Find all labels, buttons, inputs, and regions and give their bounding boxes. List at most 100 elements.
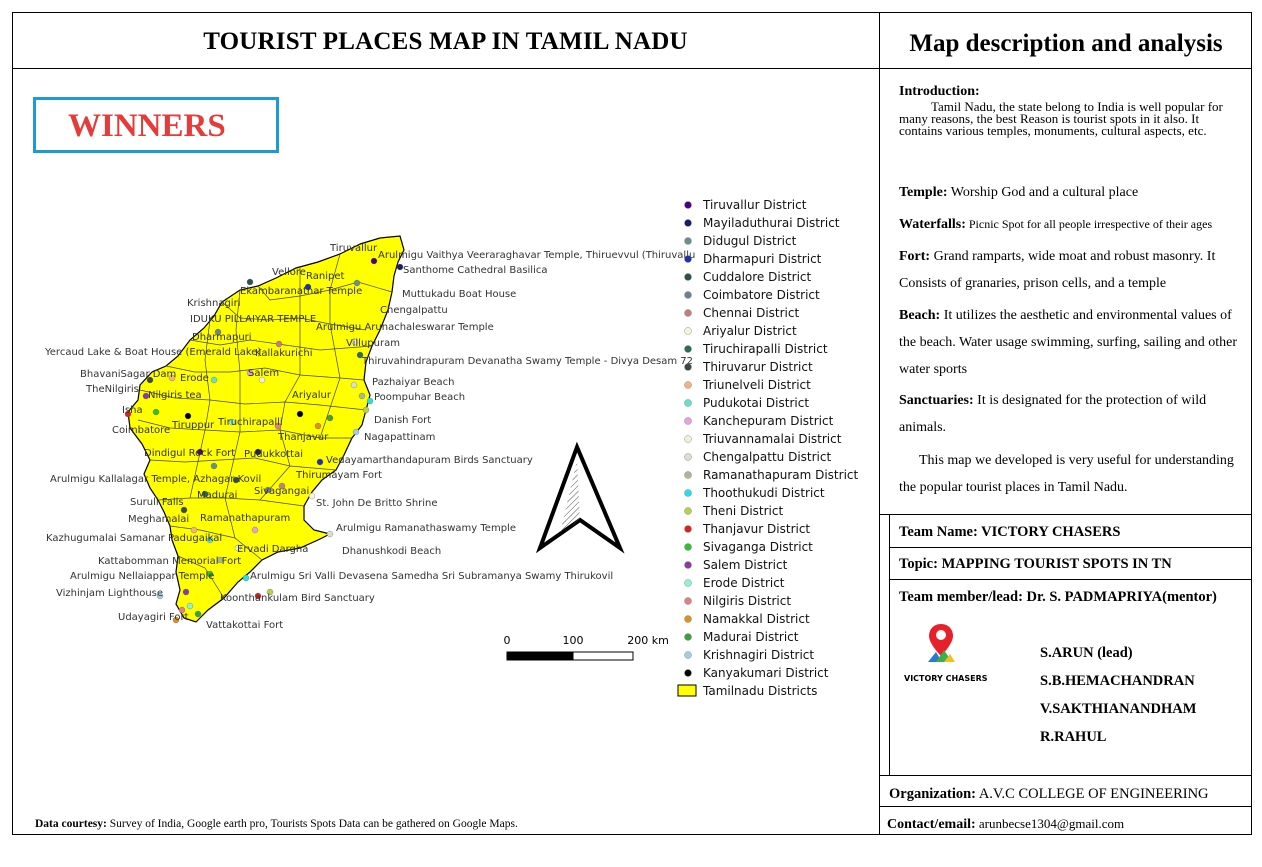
north-arrow-icon — [535, 441, 625, 554]
legend-swatch — [677, 684, 697, 697]
legend-label: Dharmapuri District — [703, 252, 822, 266]
legend-swatch — [684, 399, 692, 407]
place-marker — [216, 556, 224, 564]
legend-label: Thiruvarur District — [702, 360, 813, 374]
legend-label: Namakkal District — [703, 612, 810, 626]
contact-email: arunbecse1304@gmail.com — [975, 816, 1125, 831]
legend-swatch — [684, 381, 692, 389]
place-marker — [251, 526, 259, 534]
legend-label: Pudukotai District — [703, 396, 809, 410]
place-marker — [258, 376, 266, 384]
place-label: Pazhaiyar Beach — [372, 377, 455, 388]
org-value: A.V.C COLLEGE OF ENGINEERING — [976, 786, 1209, 802]
legend-swatch — [684, 543, 692, 551]
desc-term: Temple: — [899, 185, 948, 200]
org-label: Organization: — [889, 786, 976, 802]
team-member-1: S.ARUN (lead) — [1040, 645, 1133, 661]
legend-swatch — [684, 669, 692, 677]
place-marker — [266, 588, 274, 596]
legend-swatch — [684, 507, 692, 515]
place-marker — [186, 602, 194, 610]
legend: Tiruvallur District Mayiladuthurai Distri… — [677, 198, 859, 698]
legend-label: Thoothukudi District — [702, 486, 825, 500]
place-label: Ervadi Dargha — [237, 544, 308, 555]
place-label: Kallakurichi — [255, 348, 313, 359]
place-label: Arulmigu Nellaiappar Temple — [70, 571, 214, 582]
team-member-4: R.RAHUL — [1040, 729, 1107, 745]
org-divider — [879, 806, 1252, 807]
team-topic: Topic: MAPPING TOURIST SPOTS IN TN — [899, 556, 1172, 572]
outer-frame — [12, 12, 1252, 835]
desc-temple: Temple: Worship God and a cultural place — [899, 179, 1251, 206]
data-courtesy: Data courtesy: Survey of India, Google e… — [35, 818, 518, 830]
legend-swatch — [684, 327, 692, 335]
place-marker — [210, 376, 218, 384]
desc-beach: Beach: It utilizes the aesthetic and env… — [899, 302, 1251, 383]
place-marker — [351, 338, 359, 346]
map-title: TOURIST PLACES MAP IN TAMIL NADU — [203, 28, 688, 55]
place-label: Arulmigu Arunachaleswarar Temple — [316, 322, 494, 333]
place-marker — [314, 422, 322, 430]
place-marker — [242, 574, 250, 582]
team-member-3: V.SAKTHIANANDHAM — [1040, 701, 1197, 717]
place-label: Pudukkottai — [244, 449, 303, 460]
place-marker — [182, 588, 190, 596]
legend-label: Triuvannamalai District — [702, 432, 842, 446]
legend-label: Theni District — [702, 504, 783, 518]
place-label: Villupuram — [346, 338, 400, 349]
legend-label: Cuddalore District — [703, 270, 812, 284]
place-label: Yercaud Lake & Boat House (Emerald Lake) — [44, 347, 261, 358]
place-label: Poompuhar Beach — [374, 392, 465, 403]
team-lead: Team member/lead: Dr. S. PADMAPRIYA(ment… — [899, 589, 1217, 605]
place-label: Arulmigu Vaithya Veeraraghavar Temple, T… — [378, 250, 695, 261]
legend-label: Thanjavur District — [702, 522, 810, 536]
place-label: Ranipet — [306, 271, 344, 282]
place-label: TheNilgiris — [85, 384, 139, 395]
place-marker — [304, 283, 312, 291]
place-label: Chengalpattu — [380, 305, 448, 316]
place-marker — [184, 412, 192, 420]
place-label: Danish Fort — [374, 415, 431, 426]
contact-label: Contact/email: — [887, 817, 976, 832]
place-label: Nagapattinam — [364, 432, 435, 443]
legend-label: Chengalpattu District — [703, 450, 831, 464]
legend-swatch — [684, 471, 692, 479]
place-label: Ramanathapuram — [200, 513, 290, 524]
place-label: Thiruvahindrapuram Devanatha Swamy Templ… — [361, 356, 693, 367]
scale-tick-200: 200 km — [627, 634, 669, 647]
place-marker — [146, 376, 154, 384]
place-marker — [228, 418, 236, 426]
desc-term: Waterfalls: — [899, 217, 966, 232]
place-marker — [254, 448, 262, 456]
place-marker — [152, 408, 160, 416]
place-marker — [316, 458, 324, 466]
team-box-bottom — [879, 775, 1252, 776]
desc-term: Sanctuaries: — [899, 393, 974, 408]
legend-swatch — [684, 651, 692, 659]
team-name: Team Name: VICTORY CHASERS — [899, 524, 1121, 540]
tamilnadu-outline — [127, 235, 405, 623]
title-divider — [12, 68, 1252, 69]
place-label: Tiruvallur — [329, 243, 378, 254]
place-marker — [246, 369, 254, 377]
place-label: Vellore — [272, 267, 306, 278]
legend-swatch — [684, 489, 692, 497]
legend-label: Erode District — [703, 576, 785, 590]
desc-text: It is designated for the protection of w… — [899, 393, 1207, 435]
legend-label: Kanchepuram District — [703, 414, 834, 428]
legend-label: Ramanathapuram District — [703, 468, 859, 482]
place-label: Koonthankulam Bird Sanctuary — [220, 593, 375, 604]
desc-waterfalls: Waterfalls: Picnic Spot for all people i… — [899, 211, 1251, 238]
place-label: Arulmigu Sri Valli Devasena Samedha Sri … — [250, 571, 613, 582]
place-label: Thanjavur — [277, 432, 329, 443]
team-member-2: S.B.HEMACHANDRAN — [1040, 673, 1195, 689]
place-label: Krishnagiri — [187, 298, 240, 309]
legend-label: Kanyakumari District — [703, 666, 829, 680]
team-box-top — [879, 514, 1252, 515]
legend-label: Sivaganga District — [703, 540, 813, 554]
place-marker — [246, 278, 254, 286]
place-marker — [210, 462, 218, 470]
legend-swatch — [684, 561, 692, 569]
legend-label: Triunelveli District — [702, 378, 811, 392]
